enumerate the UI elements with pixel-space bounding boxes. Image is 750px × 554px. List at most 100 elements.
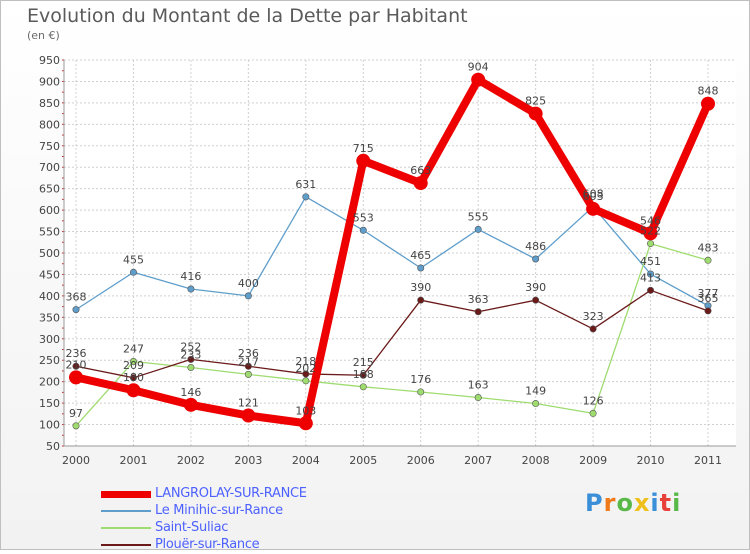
x-tick-label: 2010 xyxy=(637,454,665,467)
legend-label: Plouër-sur-Rance xyxy=(155,537,260,552)
data-point xyxy=(129,374,137,382)
data-label: 176 xyxy=(410,373,431,386)
y-tick-label: 750 xyxy=(39,140,60,153)
data-label: 608 xyxy=(583,188,604,201)
x-tick-label: 2011 xyxy=(694,454,722,467)
legend-label: Saint-Suliac xyxy=(155,520,229,535)
y-tick-label: 400 xyxy=(39,290,60,303)
data-label: 180 xyxy=(123,371,144,384)
y-tick-label: 300 xyxy=(39,333,60,346)
data-label: 323 xyxy=(583,310,604,323)
y-tick-label: 350 xyxy=(39,311,60,324)
data-point xyxy=(244,370,252,378)
legend-label: LANGROLAY-SUR-RANCE xyxy=(155,486,307,501)
data-label: 522 xyxy=(640,225,661,238)
data-label: 236 xyxy=(66,347,87,360)
line-chart: 50 100 150 200 250 300 350 400 450 500 550 600 650 70… xyxy=(39,54,736,467)
data-label: 715 xyxy=(353,142,374,155)
data-label: 218 xyxy=(295,355,316,368)
data-label: 188 xyxy=(353,368,374,381)
data-point xyxy=(187,364,195,372)
y-tick-label: 50 xyxy=(46,440,60,453)
logo-letter: i xyxy=(650,489,660,517)
data-label: 603 xyxy=(583,190,604,203)
data-label: 368 xyxy=(66,291,87,304)
data-point xyxy=(126,383,141,398)
data-point xyxy=(589,409,597,417)
legend-swatch xyxy=(101,527,151,529)
data-point xyxy=(474,308,482,316)
logo-letter: t xyxy=(659,489,673,517)
proxiti-logo: Proxiti xyxy=(585,489,681,517)
data-label: 365 xyxy=(698,292,719,305)
data-label: 149 xyxy=(525,385,546,398)
legend-swatch xyxy=(101,491,151,498)
data-point xyxy=(417,296,425,304)
data-label: 465 xyxy=(410,249,431,262)
data-label: 825 xyxy=(525,95,546,108)
data-point xyxy=(183,397,198,412)
data-label: 546 xyxy=(640,214,661,227)
data-label: 217 xyxy=(238,355,259,368)
x-tick-label: 2005 xyxy=(349,454,377,467)
x-tick-label: 2007 xyxy=(464,454,492,467)
x-tick-label: 2002 xyxy=(177,454,205,467)
data-label: 233 xyxy=(180,349,201,362)
x-tick-label: 2001 xyxy=(119,454,147,467)
y-tick-label: 600 xyxy=(39,204,60,217)
y-tick-label: 550 xyxy=(39,226,60,239)
data-label: 236 xyxy=(238,347,259,360)
data-point xyxy=(129,358,137,366)
data-point xyxy=(72,422,80,430)
x-tick-label: 2003 xyxy=(234,454,262,467)
data-label: 390 xyxy=(410,281,431,294)
data-label: 215 xyxy=(353,356,374,369)
data-point xyxy=(72,362,80,370)
data-label: 451 xyxy=(640,255,661,268)
data-point xyxy=(532,296,540,304)
data-point xyxy=(302,370,310,378)
x-tick-label: 2000 xyxy=(62,454,90,467)
data-point xyxy=(701,96,715,111)
data-label: 631 xyxy=(295,178,316,191)
data-point xyxy=(69,370,83,385)
series-line xyxy=(75,289,709,379)
data-label: 209 xyxy=(123,359,144,372)
data-point xyxy=(413,176,428,191)
data-point xyxy=(532,255,540,263)
data-label: 553 xyxy=(353,211,374,224)
series-line xyxy=(75,196,709,311)
logo-letter: r xyxy=(603,489,617,517)
logo-letter: i xyxy=(672,489,682,517)
y-tick-label: 100 xyxy=(39,419,60,432)
data-point xyxy=(528,106,543,121)
data-point xyxy=(417,388,425,396)
data-point xyxy=(471,72,486,87)
y-tick-label: 900 xyxy=(39,75,60,88)
data-label: 848 xyxy=(698,85,719,98)
data-point xyxy=(647,286,655,294)
data-point xyxy=(474,225,482,233)
data-label: 663 xyxy=(410,164,431,177)
y-tick-label: 650 xyxy=(39,183,60,196)
data-point xyxy=(356,153,371,168)
data-point xyxy=(359,226,367,234)
data-point xyxy=(302,193,310,201)
chart-subtitle: (en €) xyxy=(27,29,60,42)
data-point xyxy=(302,377,310,385)
data-label: 904 xyxy=(468,61,489,74)
data-label: 163 xyxy=(468,379,489,392)
data-label: 400 xyxy=(238,277,259,290)
series-line xyxy=(75,75,712,428)
legend-swatch xyxy=(101,544,151,546)
data-label: 252 xyxy=(180,340,201,353)
data-label: 103 xyxy=(295,404,316,417)
data-point xyxy=(643,226,658,241)
y-tick-label: 800 xyxy=(39,118,60,131)
data-label: 146 xyxy=(180,386,201,399)
y-tick-label: 150 xyxy=(39,397,60,410)
data-label: 121 xyxy=(238,397,259,410)
logo-letter: x xyxy=(633,489,651,517)
data-point xyxy=(241,408,256,423)
data-point xyxy=(647,270,655,278)
